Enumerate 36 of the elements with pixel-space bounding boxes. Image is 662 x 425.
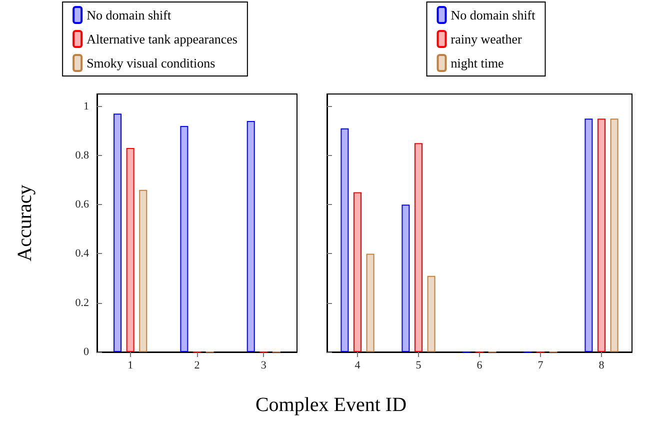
- legend-label: rainy weather: [450, 32, 523, 46]
- bar: [610, 118, 618, 352]
- x-tick-label: 2: [194, 360, 200, 372]
- legend-label: night time: [450, 56, 504, 70]
- bar: [427, 276, 436, 352]
- bar: [366, 254, 374, 352]
- y-tick-label: 0.2: [75, 296, 89, 309]
- bar: [340, 128, 349, 352]
- y-tick-label: 1: [84, 100, 89, 112]
- bar: [584, 118, 593, 352]
- bar: [246, 121, 255, 352]
- legend-label: No domain shift: [86, 8, 172, 22]
- legend-label: No domain shift: [450, 8, 536, 22]
- y-tick-label: 0.8: [75, 149, 90, 162]
- x-tick-label: 6: [476, 360, 483, 372]
- bar: [414, 143, 422, 352]
- legend-label: Smoky visual conditions: [86, 56, 216, 70]
- bar: [354, 192, 362, 352]
- y-tick-label: 0.6: [75, 198, 90, 211]
- x-tick-label: 4: [354, 360, 361, 372]
- x-tick-label: 5: [416, 360, 422, 372]
- y-axis-title: Accuracy: [14, 184, 36, 262]
- x-tick-label: 7: [538, 360, 544, 372]
- bar: [114, 114, 122, 352]
- bar: [139, 190, 148, 352]
- bar: [180, 126, 188, 352]
- y-tick-label: 0: [84, 346, 90, 358]
- x-tick-label: 8: [598, 360, 605, 372]
- legend-label: Alternative tank appearances: [86, 32, 238, 46]
- bar: [126, 148, 134, 352]
- bar: [402, 204, 410, 352]
- x-axis-title: Complex Event ID: [254, 394, 408, 417]
- bar: [598, 118, 606, 352]
- x-tick-label: 3: [260, 360, 267, 372]
- y-tick-label: 0.4: [75, 248, 90, 260]
- x-tick-label: 1: [128, 360, 134, 372]
